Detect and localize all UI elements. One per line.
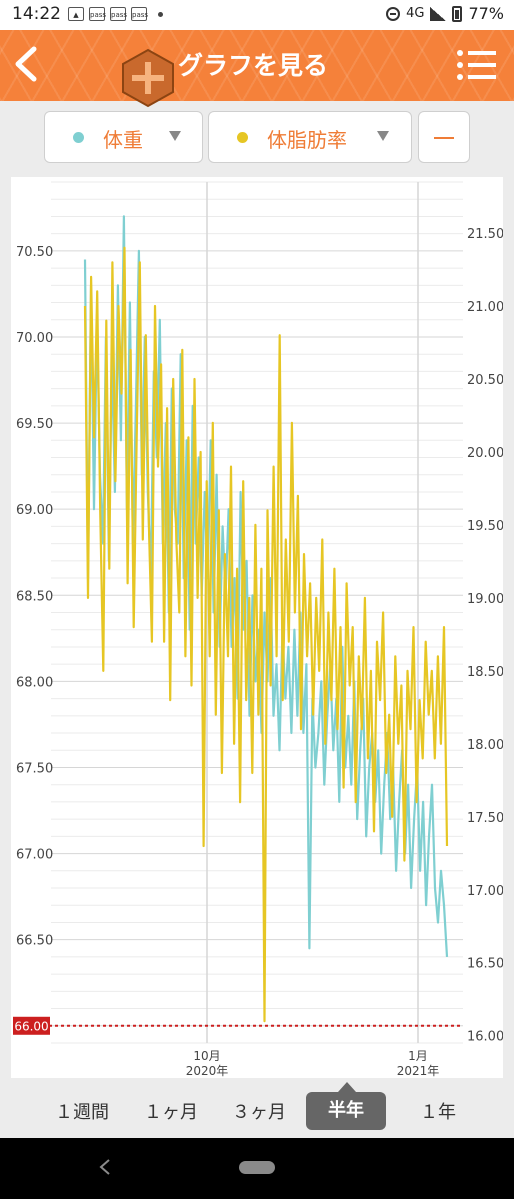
nav-back-icon[interactable] bbox=[98, 1158, 112, 1176]
right-axis-tick-label: 19.00 bbox=[467, 592, 503, 607]
more-notifications-icon bbox=[158, 11, 163, 17]
network-type: 4G bbox=[406, 6, 425, 21]
left-axis-tick-label: 68.50 bbox=[16, 589, 53, 604]
period-1month[interactable]: １ヶ月 bbox=[144, 1102, 198, 1123]
nav-home-button[interactable] bbox=[239, 1161, 275, 1174]
menu-list-icon[interactable] bbox=[456, 48, 498, 82]
right-axis-tick-label: 16.50 bbox=[467, 957, 503, 972]
add-record-button[interactable] bbox=[120, 48, 176, 108]
right-axis-tick-label: 18.50 bbox=[467, 665, 503, 680]
right-axis-tick-label: 21.50 bbox=[467, 227, 503, 242]
battery-icon bbox=[452, 5, 463, 22]
metric-selector-bar: 体重 体脂肪率 bbox=[0, 101, 514, 177]
left-axis-tick-label: 66.50 bbox=[16, 934, 53, 949]
battery-percent: 77% bbox=[468, 4, 504, 23]
right-axis-tick-label: 20.00 bbox=[467, 446, 503, 461]
period-1year[interactable]: １年 bbox=[420, 1102, 456, 1123]
system-nav-bar bbox=[0, 1138, 514, 1199]
period-pointer bbox=[338, 1082, 356, 1092]
x-axis-tick-label: 1月 bbox=[408, 1049, 428, 1063]
target-weight-label: 66.00 bbox=[14, 1019, 48, 1033]
period-selector: １週間 １ヶ月 ３ヶ月 半年 １年 bbox=[0, 1078, 514, 1138]
left-axis-tick-label: 69.00 bbox=[16, 503, 53, 518]
x-axis-tick-label: 10月 bbox=[193, 1049, 220, 1063]
right-axis-tick-label: 19.50 bbox=[467, 519, 503, 534]
notification-icons: ▲ pass pass pass bbox=[68, 7, 163, 21]
primary-series-color-dot bbox=[73, 132, 84, 143]
chart-panel[interactable]: 70.50 70.00 69.50 69.00 68.50 68.00 67.50 67.00… bbox=[11, 177, 503, 1078]
bodyfat-series-line bbox=[83, 246, 449, 1023]
image-icon: ▲ bbox=[68, 7, 84, 21]
signal-icon bbox=[430, 6, 447, 21]
back-arrow-icon[interactable] bbox=[10, 44, 44, 84]
do-not-disturb-icon bbox=[386, 6, 401, 21]
right-axis-tick-label: 20.50 bbox=[467, 373, 503, 388]
status-time: 14:22 bbox=[12, 4, 61, 24]
left-axis-tick-label: 69.50 bbox=[16, 417, 53, 432]
left-axis-tick-label: 67.50 bbox=[16, 761, 53, 776]
right-axis-tick-label: 17.50 bbox=[467, 811, 503, 826]
secondary-series-color-dot bbox=[237, 132, 248, 143]
period-1week[interactable]: １週間 bbox=[55, 1102, 109, 1123]
primary-metric-label: 体重 bbox=[103, 128, 143, 152]
secondary-metric-select[interactable]: 体脂肪率 bbox=[208, 111, 412, 163]
period-6months[interactable]: 半年 bbox=[306, 1092, 386, 1130]
pass-icon: pass bbox=[89, 7, 106, 21]
primary-metric-select[interactable]: 体重 bbox=[44, 111, 203, 163]
status-bar: 14:22 ▲ pass pass pass 4G 77% bbox=[0, 0, 514, 30]
left-axis-tick-label: 70.00 bbox=[16, 331, 53, 346]
x-axis-tick-sublabel: 2020年 bbox=[186, 1064, 229, 1078]
period-3months[interactable]: ３ヶ月 bbox=[232, 1102, 286, 1123]
minus-icon bbox=[434, 137, 454, 139]
chevron-down-icon bbox=[169, 131, 181, 141]
x-axis-tick-sublabel: 2021年 bbox=[397, 1064, 440, 1078]
secondary-metric-label: 体脂肪率 bbox=[267, 128, 347, 152]
right-axis-tick-label: 16.00 bbox=[467, 1030, 503, 1045]
weight-bodyfat-chart[interactable]: 70.50 70.00 69.50 69.00 68.50 68.00 67.50 67.00… bbox=[11, 177, 503, 1078]
left-axis-tick-label: 68.00 bbox=[16, 675, 53, 690]
chevron-down-icon bbox=[377, 131, 389, 141]
right-axis-tick-label: 17.00 bbox=[467, 884, 503, 899]
target-label-box bbox=[13, 1016, 50, 1035]
pass-icon: pass bbox=[110, 7, 127, 21]
right-axis-tick-label: 18.00 bbox=[467, 738, 503, 753]
right-axis-tick-label: 21.00 bbox=[467, 300, 503, 315]
page-title: グラフを見る bbox=[178, 51, 329, 80]
left-axis-tick-label: 70.50 bbox=[16, 245, 53, 260]
app-header: グラフを見る bbox=[0, 30, 514, 101]
remove-metric-button[interactable] bbox=[418, 111, 470, 163]
left-axis-tick-label: 67.00 bbox=[16, 848, 53, 863]
pass-icon: pass bbox=[131, 7, 148, 21]
